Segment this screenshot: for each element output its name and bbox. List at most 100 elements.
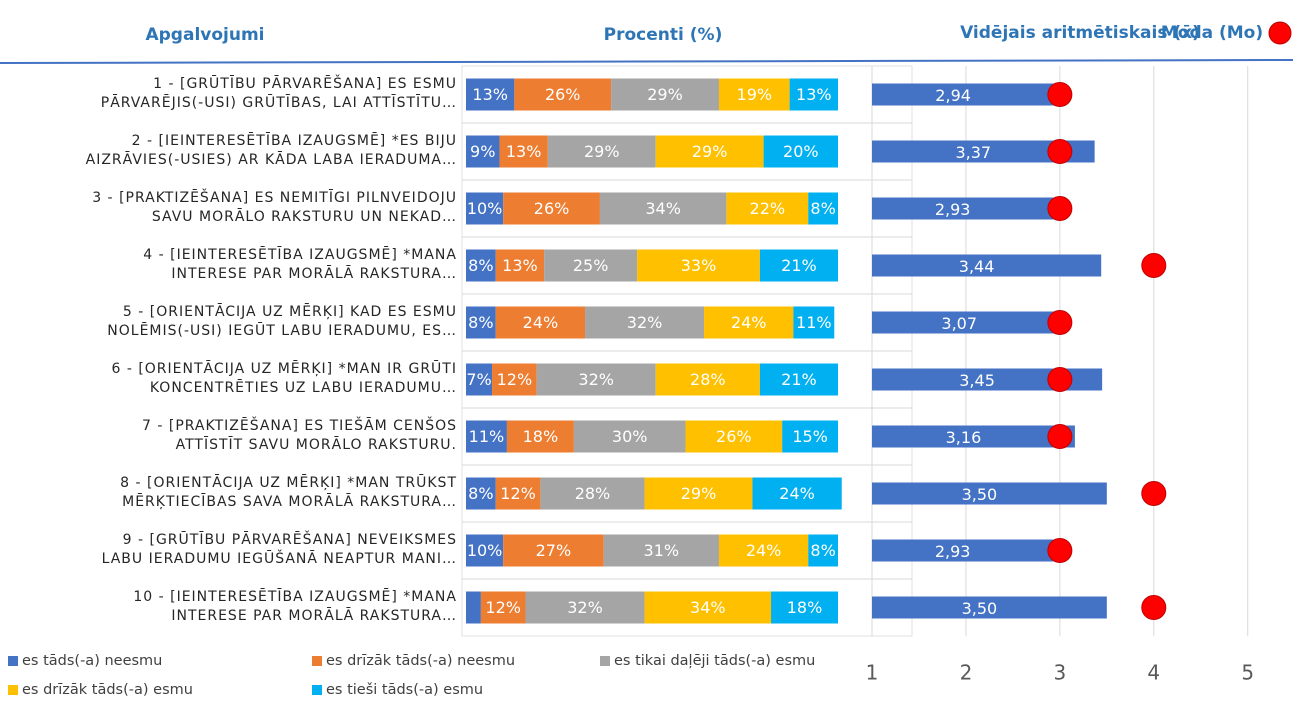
data-label: 21% [781, 370, 817, 389]
data-label: 29% [647, 85, 683, 104]
data-label: 34% [690, 598, 726, 617]
data-label: 29% [681, 484, 717, 503]
data-label: 3,07 [941, 314, 977, 333]
category-label: 10 - [IEINTERESĒTĪBA IZAUGSMĒ] *MANA INT… [133, 588, 457, 624]
bar-segment [726, 192, 809, 225]
bar-segment [503, 192, 600, 225]
bar-segment [771, 591, 838, 624]
bar-segment [644, 477, 753, 510]
data-label: 24% [746, 541, 782, 560]
bar-segment [789, 78, 838, 111]
data-label: 8% [468, 484, 493, 503]
bar-segment [466, 192, 504, 225]
bar-segment [525, 591, 645, 624]
bar-segment [495, 249, 545, 282]
mode-dot [1141, 595, 1167, 620]
category-label: 8 - [ORIENTĀCIJA UZ MĒRĶI] *MAN TRŪKST M… [120, 474, 457, 510]
category-label: 5 - [ORIENTĀCIJA UZ MĒRĶI] KAD ES ESMU N… [107, 303, 457, 339]
mode-dot [1047, 139, 1073, 164]
data-label: 15% [792, 427, 828, 446]
data-label: 3,45 [959, 371, 995, 390]
mode-dot [1047, 82, 1073, 107]
header-rule [0, 59, 1293, 64]
data-label: 2,93 [935, 200, 971, 219]
data-label: 9% [470, 142, 495, 161]
x-tick-label: 4 [1147, 661, 1160, 685]
data-label: 29% [692, 142, 728, 161]
category-label: 4 - [IEINTERESĒTĪBA IZAUGSMĒ] *MANA INTE… [143, 246, 457, 282]
bar-segment [495, 306, 586, 339]
data-label: 32% [578, 370, 614, 389]
data-label: 31% [644, 541, 680, 560]
data-label: 26% [545, 85, 581, 104]
bar-segment [718, 78, 790, 111]
data-label: 19% [737, 85, 773, 104]
category-label: 2 - [IEINTERESĒTĪBA IZAUGSMĒ] *ES BIJU A… [85, 132, 457, 168]
data-label: 12% [497, 370, 533, 389]
category-label: 7 - [PRAKTIZĒŠANA] ES TIEŠĀM CENŠOS ATTĪ… [142, 417, 457, 453]
legend-swatch [600, 656, 610, 666]
data-label: 13% [796, 85, 832, 104]
bar-segment [704, 306, 794, 339]
legend-swatch [312, 656, 322, 666]
data-label: 13% [502, 256, 538, 275]
mode-dot [1141, 253, 1167, 278]
bar-segment [495, 477, 541, 510]
bar-segment [793, 306, 835, 339]
mode-dot [1047, 424, 1073, 449]
category-label: 6 - [ORIENTĀCIJA UZ MĒRĶI] *MAN IR GRŪTI… [111, 360, 457, 396]
bar-segment [466, 306, 496, 339]
bar-segment [655, 135, 764, 168]
data-label: 24% [731, 313, 767, 332]
data-label: 11% [796, 313, 832, 332]
data-label: 27% [536, 541, 572, 560]
legend-label: es tieši tāds(-a) esmu [326, 682, 483, 698]
x-tick-label: 2 [960, 661, 973, 685]
data-label: 32% [627, 313, 663, 332]
data-label: 25% [573, 256, 609, 275]
bar-segment [752, 477, 842, 510]
bar-segment [466, 534, 504, 567]
data-label: 8% [810, 541, 835, 560]
data-label: 8% [468, 256, 493, 275]
bar-segment [466, 135, 500, 168]
bar-segment [480, 591, 526, 624]
mean-bar [872, 83, 1055, 106]
data-label: 3,50 [962, 599, 998, 618]
data-label: 3,44 [959, 257, 995, 276]
legend-swatch [8, 656, 18, 666]
data-label: 29% [584, 142, 620, 161]
category-label: 9 - [GRŪTĪBU PĀRVARĒŠANA] NEVEIKSMES LAB… [101, 531, 457, 567]
legend-swatch [312, 685, 322, 695]
x-tick-label: 1 [866, 661, 879, 685]
mean-bar [872, 254, 1102, 277]
header: Vidējais aritmētiskais (x̄) [960, 23, 1200, 43]
x-tick-label: 5 [1241, 661, 1254, 685]
bar-segment [540, 477, 645, 510]
bar-segment [611, 78, 719, 111]
data-label: 20% [783, 142, 819, 161]
data-label: 22% [750, 199, 786, 218]
bar-segment [499, 135, 548, 168]
bar-segment [503, 534, 604, 567]
bar-segment [644, 591, 772, 624]
bar-segment [763, 135, 838, 168]
data-label: 24% [523, 313, 559, 332]
data-label: 28% [690, 370, 726, 389]
mode-dot [1047, 367, 1073, 392]
data-label: 12% [500, 484, 536, 503]
mean-bar [872, 482, 1107, 505]
data-label: 3,50 [962, 485, 998, 504]
bar-segment [637, 249, 760, 282]
bar-segment [585, 306, 705, 339]
data-label: 24% [779, 484, 815, 503]
category-label: 1 - [GRŪTĪBU PĀRVARĒŠANA] ES ESMU PĀRVAR… [100, 75, 457, 111]
mean-bar [872, 311, 1067, 334]
data-label: 8% [468, 313, 493, 332]
data-label: 7% [466, 370, 491, 389]
mean-bar [872, 368, 1103, 391]
bar-segment [544, 249, 638, 282]
data-label: 13% [472, 85, 508, 104]
legend-label: es tikai daļēji tāds(-a) esmu [614, 653, 815, 669]
bar-segment [466, 249, 496, 282]
